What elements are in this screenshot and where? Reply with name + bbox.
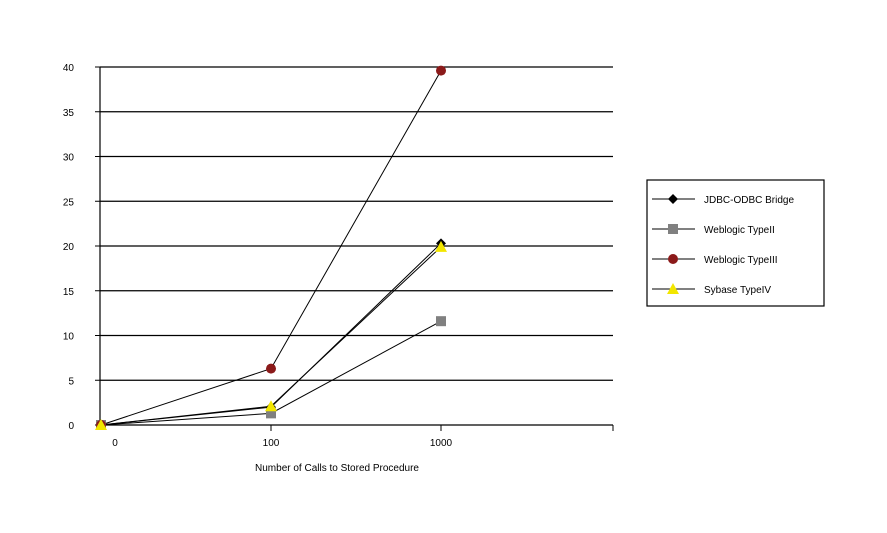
x-tick-labels: 0 100 1000 xyxy=(112,425,614,449)
data-point-triangle xyxy=(265,400,277,412)
legend: JDBC-ODBC Bridge Weblogic TypeII Weblogic … xyxy=(646,179,825,307)
x-axis-title: Number of Calls to Stored Procedure xyxy=(255,463,419,474)
x-tick-label: 0 xyxy=(112,438,118,449)
y-tick-label: 10 xyxy=(63,332,75,343)
legend-label: JDBC-ODBC Bridge xyxy=(704,195,794,206)
legend-label: Sybase TypeIV xyxy=(704,285,771,296)
legend-label: Weblogic TypeIII xyxy=(704,255,778,266)
series xyxy=(95,65,447,430)
data-point-square xyxy=(266,408,276,419)
data-point-circle xyxy=(436,65,446,76)
legend-marker-triangle xyxy=(667,283,679,294)
y-tick-label: 30 xyxy=(63,153,75,164)
x-tick-label: 1000 xyxy=(430,438,453,449)
data-point-triangle xyxy=(435,240,447,252)
data-point-triangle xyxy=(95,419,107,430)
data-point-square xyxy=(436,316,446,327)
legend-marker-circle xyxy=(668,254,678,264)
gridlines xyxy=(100,66,613,381)
y-tick-label: 35 xyxy=(63,108,75,119)
y-tick-label: 5 xyxy=(68,376,74,387)
legend-box xyxy=(646,179,825,307)
y-tick-label: 20 xyxy=(63,242,75,253)
y-tick-label: 0 xyxy=(68,421,74,432)
y-tick-label: 25 xyxy=(63,197,75,208)
series-line-1 xyxy=(100,242,442,426)
y-tick-labels: 0 5 10 15 20 25 30 35 40 xyxy=(63,63,100,432)
x-tick-label: 100 xyxy=(263,438,280,449)
y-tick-label: 15 xyxy=(63,287,75,298)
legend-marker-diamond xyxy=(668,194,678,204)
y-tick-label: 40 xyxy=(63,63,75,74)
data-point-circle xyxy=(266,363,276,374)
legend-label: Weblogic TypeII xyxy=(704,225,775,236)
legend-marker-square xyxy=(668,224,678,234)
